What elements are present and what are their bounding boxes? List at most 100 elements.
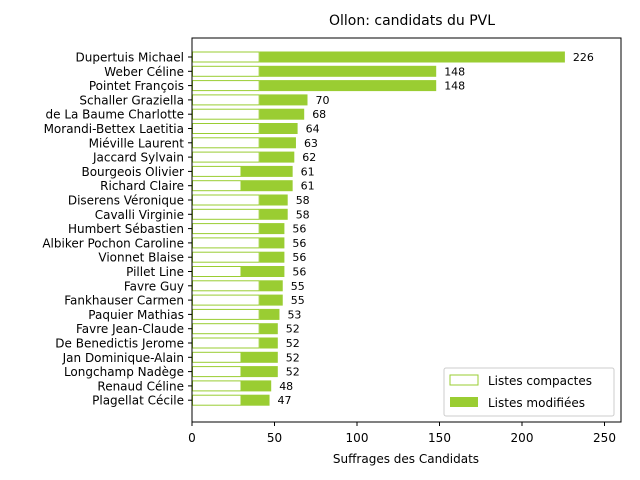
bar-total-label: 63	[304, 137, 318, 150]
legend: Listes compactes Listes modifiées	[443, 367, 615, 417]
bar-modified	[259, 208, 288, 220]
bar-total-label: 55	[291, 280, 305, 293]
bar-compact	[192, 351, 242, 363]
bar-total-label: 64	[306, 123, 320, 136]
bar-modified	[259, 323, 278, 335]
bar-modified	[259, 123, 298, 134]
bar-modified	[259, 280, 283, 292]
legend-swatch-compact	[449, 374, 479, 386]
bar-modified	[259, 94, 308, 106]
legend-label-modified: Listes modifiées	[488, 396, 585, 410]
y-tick-label: Pillet Line	[126, 265, 184, 279]
x-tick-label: 100	[346, 431, 369, 445]
bar-compact	[192, 394, 242, 406]
y-tick-label: Pointet François	[89, 79, 184, 93]
bar-compact	[192, 108, 260, 120]
bar-compact	[192, 337, 260, 349]
y-tick-label: Miéville Laurent	[89, 136, 185, 150]
bar-modified	[259, 308, 280, 320]
bars-layer: 2261481487068646362616158585656565655555…	[192, 51, 594, 407]
bar-total-label: 52	[286, 337, 300, 350]
bar-modified	[241, 180, 293, 192]
bar-total-label: 148	[444, 80, 465, 93]
bar-total-label: 70	[316, 94, 330, 107]
y-tick-label: Schaller Graziella	[79, 93, 184, 107]
y-tick-label: Diserens Véronique	[68, 194, 184, 208]
x-tick-label: 200	[511, 431, 534, 445]
bar-total-label: 56	[292, 237, 306, 250]
bar-modified	[241, 266, 285, 277]
bar-compact	[192, 151, 260, 163]
y-tick-label: Paquier Mathias	[88, 308, 184, 322]
bar-compact	[192, 51, 260, 63]
bar-total-label: 56	[292, 251, 306, 264]
bar-modified	[259, 294, 283, 306]
bar-compact	[192, 223, 260, 235]
legend-swatch-modified	[450, 397, 478, 407]
bar-compact	[192, 180, 242, 192]
bar-compact	[192, 123, 260, 134]
bar-compact	[192, 208, 260, 220]
bar-modified	[259, 194, 288, 206]
bar-modified	[259, 251, 285, 263]
bar-compact	[192, 266, 242, 277]
bar-compact	[192, 237, 260, 249]
bar-modified	[259, 80, 437, 92]
y-tick-label: Jan Dominique-Alain	[62, 351, 184, 365]
y-tick-label: Dupertuis Michael	[76, 51, 184, 65]
bar-total-label: 58	[296, 208, 310, 221]
bar-total-label: 47	[278, 394, 292, 407]
plot-frame	[191, 37, 622, 423]
y-tick-label: Cavalli Virginie	[95, 208, 184, 222]
bar-compact	[192, 165, 242, 177]
bar-modified	[259, 51, 565, 63]
y-tick-label: Favre Guy	[124, 279, 184, 293]
bar-total-label: 53	[287, 308, 301, 321]
chart-title: Ollon: candidats du PVL	[329, 13, 495, 29]
y-tick-label: Plagellat Cécile	[92, 394, 184, 408]
bar-compact	[192, 294, 260, 306]
bar-modified	[241, 366, 278, 378]
bar-total-label: 61	[301, 165, 315, 178]
bar-total-label: 56	[292, 223, 306, 236]
y-tick-label: Vionnet Blaise	[98, 251, 184, 265]
bar-modified	[241, 165, 293, 177]
y-tick-label: Weber Céline	[104, 65, 184, 79]
bar-modified	[259, 237, 285, 249]
bar-compact	[192, 308, 260, 320]
bar-total-label: 61	[301, 180, 315, 193]
y-tick-label: Jaccard Sylvain	[92, 151, 184, 165]
bar-compact	[192, 280, 260, 292]
bar-compact	[192, 94, 260, 106]
bar-compact	[192, 366, 242, 378]
x-tick-label: 50	[267, 431, 282, 445]
x-tick-label: 150	[428, 431, 451, 445]
y-tick-label: Morandi-Bettex Laetitia	[44, 122, 184, 136]
bar-modified	[241, 394, 270, 406]
bar-total-label: 48	[279, 380, 293, 393]
y-tick-label: de La Baume Charlotte	[46, 108, 185, 122]
bar-total-label: 68	[312, 108, 326, 121]
bar-compact	[192, 137, 260, 149]
legend-label-compact: Listes compactes	[488, 374, 592, 388]
bar-total-label: 56	[292, 266, 306, 279]
bar-compact	[192, 323, 260, 335]
bar-total-label: 55	[291, 294, 305, 307]
bar-total-label: 58	[296, 194, 310, 207]
x-axis-label: Suffrages des Candidats	[333, 452, 479, 466]
bar-total-label: 62	[302, 151, 316, 164]
bar-modified	[259, 337, 278, 349]
y-tick-label: De Benedictis Jerome	[55, 337, 184, 351]
bar-modified	[241, 351, 278, 363]
bar-total-label: 226	[573, 51, 594, 64]
bar-compact	[192, 251, 260, 263]
x-tick-label: 250	[593, 431, 616, 445]
bar-modified	[259, 223, 285, 235]
y-tick-label: Humbert Sébastien	[68, 222, 184, 236]
y-tick-label: Richard Claire	[100, 179, 184, 193]
bar-total-label: 52	[286, 323, 300, 336]
bar-modified	[259, 151, 295, 163]
x-axis: 0 50 100 150 200 250	[188, 422, 616, 445]
